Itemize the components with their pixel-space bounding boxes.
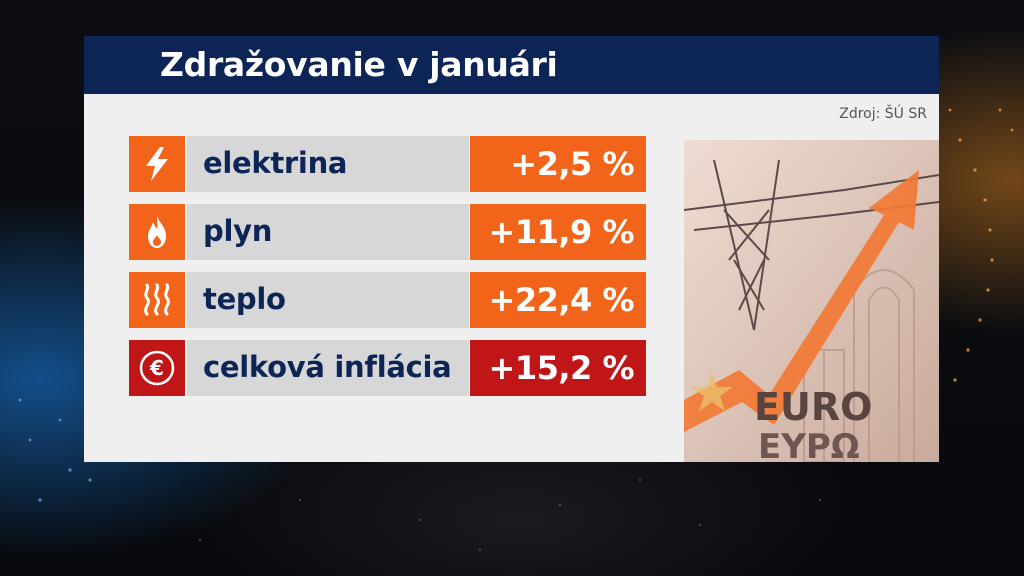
lightning-icon bbox=[129, 136, 185, 192]
infographic-card: Zdražovanie v januári Zdroj: ŠÚ SR elekt… bbox=[84, 36, 939, 462]
illustration-photo: EURO ΕΥΡΩ bbox=[684, 140, 939, 462]
label-box: teplo bbox=[187, 272, 469, 328]
label-box: celková inflácia bbox=[187, 340, 469, 396]
label-box: elektrina bbox=[187, 136, 469, 192]
row-label: plyn bbox=[203, 214, 273, 248]
source-label: Zdroj: ŠÚ SR bbox=[839, 106, 927, 122]
value-box: +2,5 % bbox=[470, 136, 646, 192]
title-bar: Zdražovanie v januári bbox=[84, 36, 939, 94]
row-label: celková inflácia bbox=[203, 350, 452, 384]
row-heat: teplo +22,4 % bbox=[129, 272, 646, 328]
row-electricity: elektrina +2,5 % bbox=[129, 136, 646, 192]
page-title: Zdražovanie v januári bbox=[160, 45, 558, 84]
row-value: +2,5 % bbox=[510, 145, 634, 183]
value-box: +11,9 % bbox=[470, 204, 646, 260]
row-gas: plyn +11,9 % bbox=[129, 204, 646, 260]
banknote-text-euro: EURO bbox=[754, 385, 872, 429]
value-box: +22,4 % bbox=[470, 272, 646, 328]
row-value: +15,2 % bbox=[488, 349, 635, 387]
row-value: +11,9 % bbox=[488, 213, 635, 251]
euro-icon: € bbox=[129, 340, 185, 396]
heat-waves-icon bbox=[129, 272, 185, 328]
content-panel: Zdroj: ŠÚ SR elektrina +2,5 % plyn bbox=[84, 94, 939, 462]
row-label: teplo bbox=[203, 282, 286, 316]
label-box: plyn bbox=[187, 204, 469, 260]
row-label: elektrina bbox=[203, 146, 348, 180]
row-inflation: € celková inflácia +15,2 % bbox=[129, 340, 646, 396]
flame-icon bbox=[129, 204, 185, 260]
value-box: +15,2 % bbox=[470, 340, 646, 396]
svg-text:€: € bbox=[149, 356, 164, 380]
row-value: +22,4 % bbox=[488, 281, 635, 319]
banknote-text-greek: ΕΥΡΩ bbox=[758, 427, 860, 462]
